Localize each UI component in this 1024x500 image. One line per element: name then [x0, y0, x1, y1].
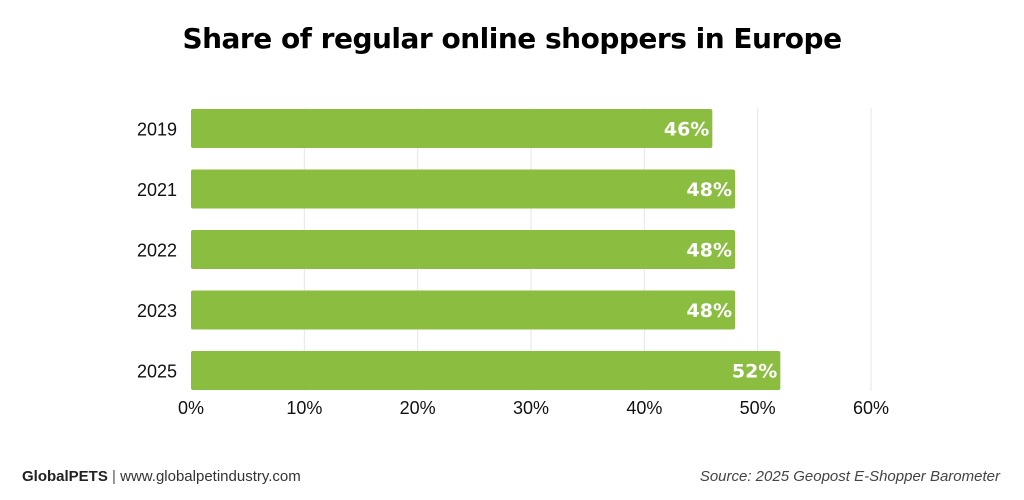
y-tick-label: 2019 — [137, 120, 177, 140]
bar-value-label: 48% — [687, 240, 732, 262]
data-labels: 46% 48% 48% 48% 52% — [664, 119, 777, 383]
x-tick-label: 10% — [286, 398, 322, 418]
y-tick-label: 2022 — [137, 241, 177, 261]
source-note: Source: 2025 Geopost E-Shopper Barometer — [699, 468, 1000, 485]
y-axis-tick-labels: 2019 2021 2022 2023 2025 — [137, 120, 177, 382]
x-tick-label: 20% — [400, 398, 436, 418]
x-axis-tick-labels: 0% 10% 20% 30% 40% 50% 60% — [178, 398, 889, 418]
x-tick-label: 40% — [626, 398, 662, 418]
bar-value-label: 48% — [687, 179, 732, 201]
y-tick-label: 2023 — [137, 301, 177, 321]
footer-credit: GlobalPETS | www.globalpetindustry.com — [22, 468, 301, 485]
bars — [191, 109, 781, 390]
footer-separator: | — [112, 468, 116, 485]
x-tick-label: 60% — [853, 398, 889, 418]
bar — [191, 230, 735, 269]
chart-title: Share of regular online shoppers in Euro… — [182, 22, 842, 55]
bar — [191, 169, 735, 209]
brand-name: GlobalPETS — [22, 468, 108, 485]
x-tick-label: 50% — [740, 398, 776, 418]
x-tick-label: 30% — [513, 398, 549, 418]
y-tick-label: 2025 — [137, 362, 177, 382]
bar-value-label: 52% — [732, 361, 777, 383]
x-tick-label: 0% — [178, 398, 204, 418]
bar — [191, 351, 781, 390]
bar-value-label: 46% — [664, 119, 709, 141]
bar — [191, 109, 713, 148]
bar-value-label: 48% — [687, 300, 732, 322]
website-link[interactable]: www.globalpetindustry.com — [120, 468, 301, 485]
bar — [191, 290, 735, 330]
y-tick-label: 2021 — [137, 180, 177, 200]
